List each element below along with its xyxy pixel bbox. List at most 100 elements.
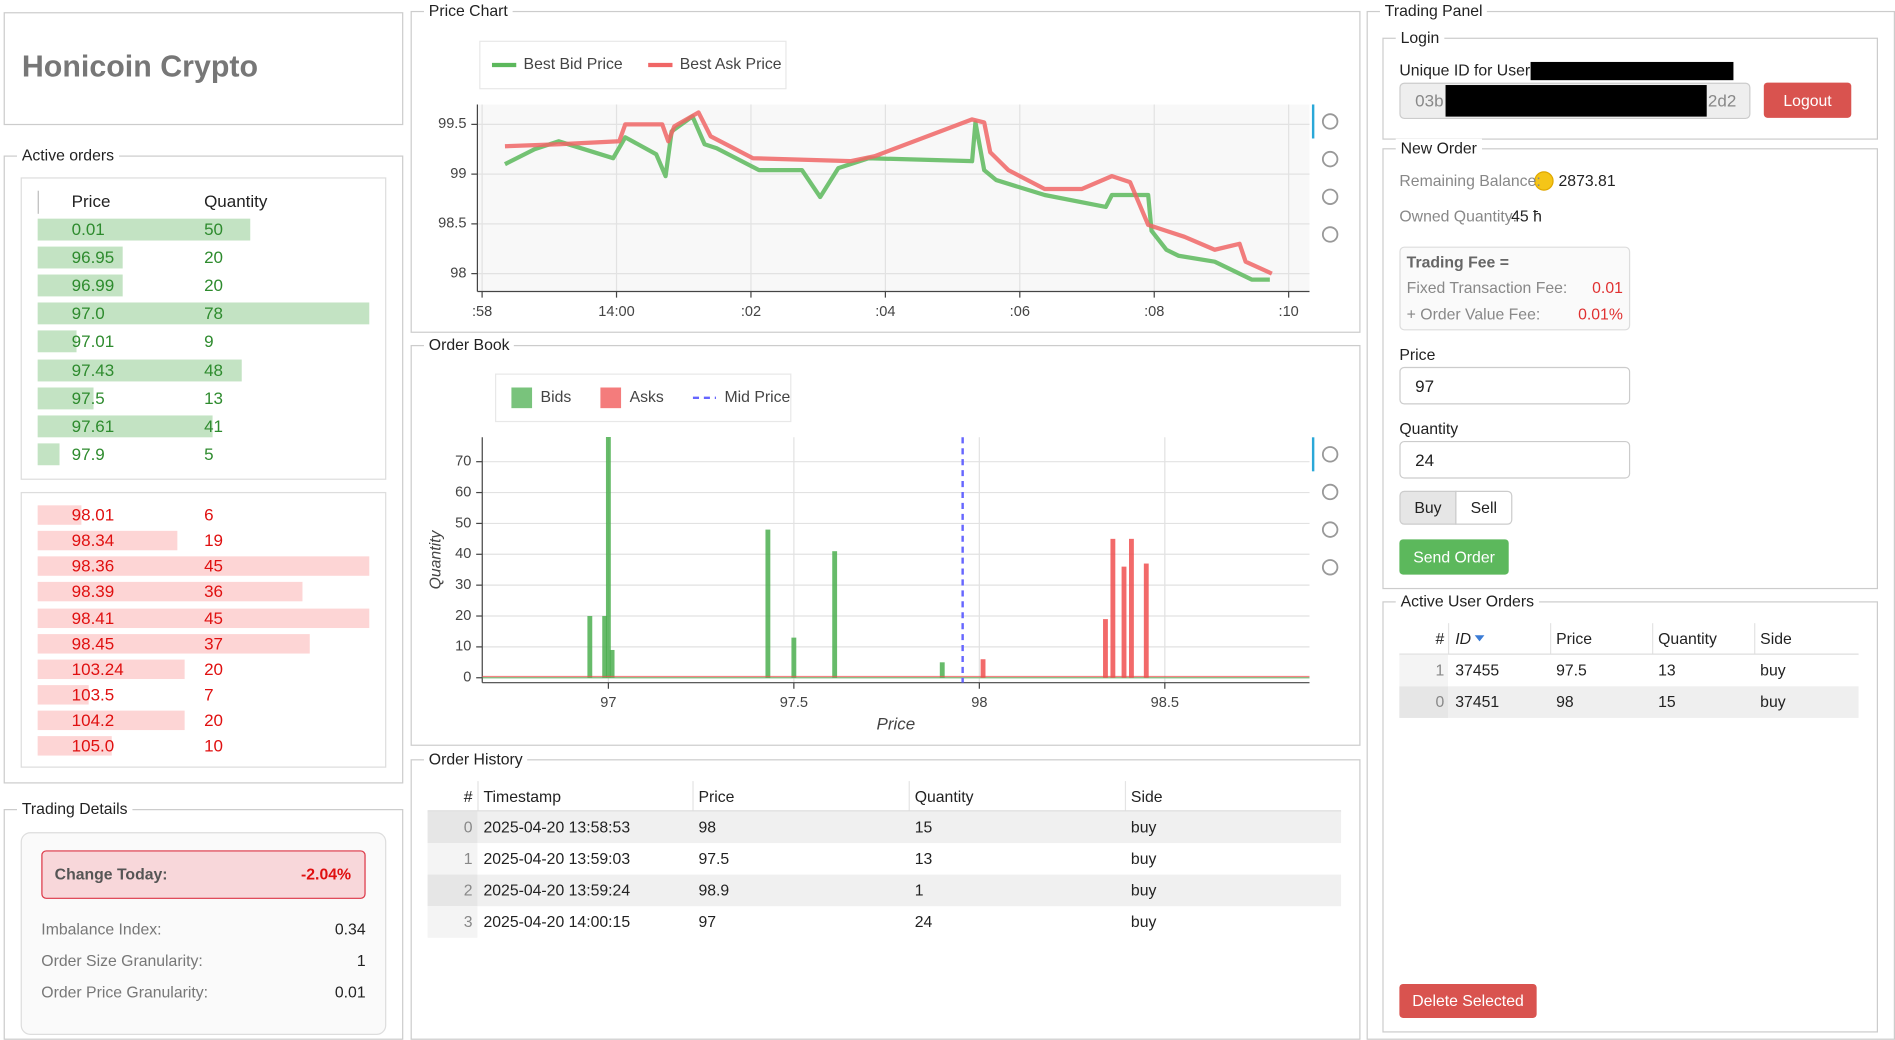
x-axis-label: Price [877, 715, 916, 734]
y-tick-label: 98.5 [438, 216, 466, 232]
index-cell [427, 811, 478, 844]
ask-quantity: 10 [204, 736, 224, 756]
table-cell: 2 [463, 880, 473, 900]
x-tick-label: :06 [1010, 304, 1030, 320]
toolbar-button[interactable] [1321, 559, 1339, 576]
quantity-input-value[interactable]: 24 [1415, 449, 1435, 470]
x-tick-label: :02 [741, 304, 761, 320]
panel-title: Order History [423, 749, 528, 769]
panel-title: Active User Orders [1395, 591, 1539, 611]
table-header: # [1435, 629, 1445, 648]
table-header: Side [1760, 629, 1792, 648]
y-axis-label: Quantity [427, 530, 444, 590]
buy-label[interactable]: Buy [1414, 498, 1442, 517]
toolbar-indicator [1311, 104, 1315, 139]
legend-label: Mid Price [725, 389, 791, 406]
bid-price: 97.0 [71, 303, 105, 323]
send-order-button[interactable] [1399, 539, 1509, 575]
table-cell: 0 [1435, 692, 1445, 711]
sell-button[interactable] [1455, 490, 1513, 525]
depth-bar [605, 436, 611, 678]
fee-label: + Order Value Fee: [1406, 305, 1541, 324]
table-cell: 37455 [1455, 661, 1500, 680]
table-cell: 1 [1435, 661, 1445, 680]
table-cell: 2025-04-20 13:58:53 [483, 817, 631, 836]
depth-bar [832, 551, 838, 678]
send-order-label[interactable]: Send Order [1413, 547, 1495, 566]
bid-price: 97.01 [71, 331, 115, 352]
price-input[interactable] [1399, 366, 1631, 405]
y-tick-label: 99 [450, 166, 466, 182]
table-header: Timestamp [483, 787, 561, 806]
depth-bar [939, 662, 945, 678]
y-tick-label: 98 [450, 265, 466, 281]
bid-quantity: 5 [204, 443, 214, 464]
legend-label: Bids [541, 389, 572, 406]
y-tick-label: 40 [455, 546, 471, 562]
table-cell: buy [1760, 661, 1786, 680]
column-separator [908, 781, 910, 812]
ask-quantity: 45 [204, 556, 224, 576]
table-cell: 98.9 [698, 880, 730, 900]
table-cell: buy [1130, 817, 1157, 836]
ask-quantity: 6 [204, 504, 214, 525]
legend-label: Asks [630, 389, 664, 406]
ask-depth-bar [37, 556, 370, 577]
bid-depth-bar [37, 358, 242, 381]
x-tick-label: :08 [1144, 304, 1164, 320]
x-tick-label: :10 [1279, 304, 1299, 320]
detail-label: Order Size Granularity: [41, 951, 203, 970]
price-line [503, 114, 1270, 282]
bids-box [20, 177, 387, 480]
toolbar-button [1321, 446, 1339, 463]
coin-icon [1534, 171, 1554, 191]
fee-box [1399, 246, 1631, 331]
price-input-value[interactable]: 97 [1415, 375, 1435, 395]
column-separator [1652, 623, 1654, 655]
toolbar-button[interactable] [1321, 226, 1339, 243]
bid-depth-bar [37, 274, 123, 297]
ask-price: 98.01 [71, 504, 115, 525]
table-header: Price [1556, 629, 1593, 648]
ask-depth-bar [37, 659, 186, 679]
x-tick-label: :58 [472, 304, 492, 320]
panel-title: Order Book [423, 335, 515, 355]
table-row[interactable] [1399, 686, 1859, 718]
ask-quantity: 36 [204, 581, 224, 602]
table-cell: 37451 [1455, 692, 1500, 711]
owned-label: Owned Quantity: [1399, 206, 1518, 225]
price-line [504, 110, 1273, 276]
bid-quantity: 50 [204, 219, 224, 239]
bid-price: 97.9 [71, 443, 105, 464]
table-cell: 0 [463, 817, 473, 836]
delete-label[interactable]: Delete Selected [1412, 991, 1524, 1010]
bid-depth-bar [37, 387, 93, 409]
logout-label[interactable]: Logout [1783, 90, 1832, 109]
legend-swatch [600, 387, 622, 409]
change-box [41, 850, 366, 899]
table-row[interactable] [1399, 654, 1859, 687]
quantity-input[interactable] [1399, 440, 1631, 479]
bid-quantity: 20 [204, 247, 224, 267]
column-separator [1124, 781, 1127, 812]
bid-quantity: 48 [204, 359, 224, 380]
sell-label[interactable]: Sell [1470, 498, 1497, 517]
delete-button[interactable] [1399, 983, 1537, 1018]
ask-depth-bar [37, 505, 82, 525]
index-cell [1399, 686, 1448, 718]
y-tick-label: 99.5 [438, 116, 466, 132]
table-cell: 2025-04-20 13:59:24 [483, 880, 631, 900]
index-cell [427, 906, 478, 938]
depth-bar [1129, 538, 1134, 678]
bid-price: 97.5 [71, 387, 105, 408]
fee-label: Fixed Transaction Fee: [1406, 278, 1568, 297]
legend-label: Best Bid Price [524, 56, 623, 73]
plot-area [477, 104, 1310, 292]
asks-box [20, 491, 387, 768]
logout-button[interactable] [1763, 82, 1852, 118]
bid-price: 97.61 [71, 415, 115, 436]
toolbar-button [1321, 483, 1339, 501]
x-tick-label: :04 [875, 304, 895, 320]
depth-bar [1121, 566, 1127, 678]
table-header[interactable]: ID [1455, 629, 1472, 648]
